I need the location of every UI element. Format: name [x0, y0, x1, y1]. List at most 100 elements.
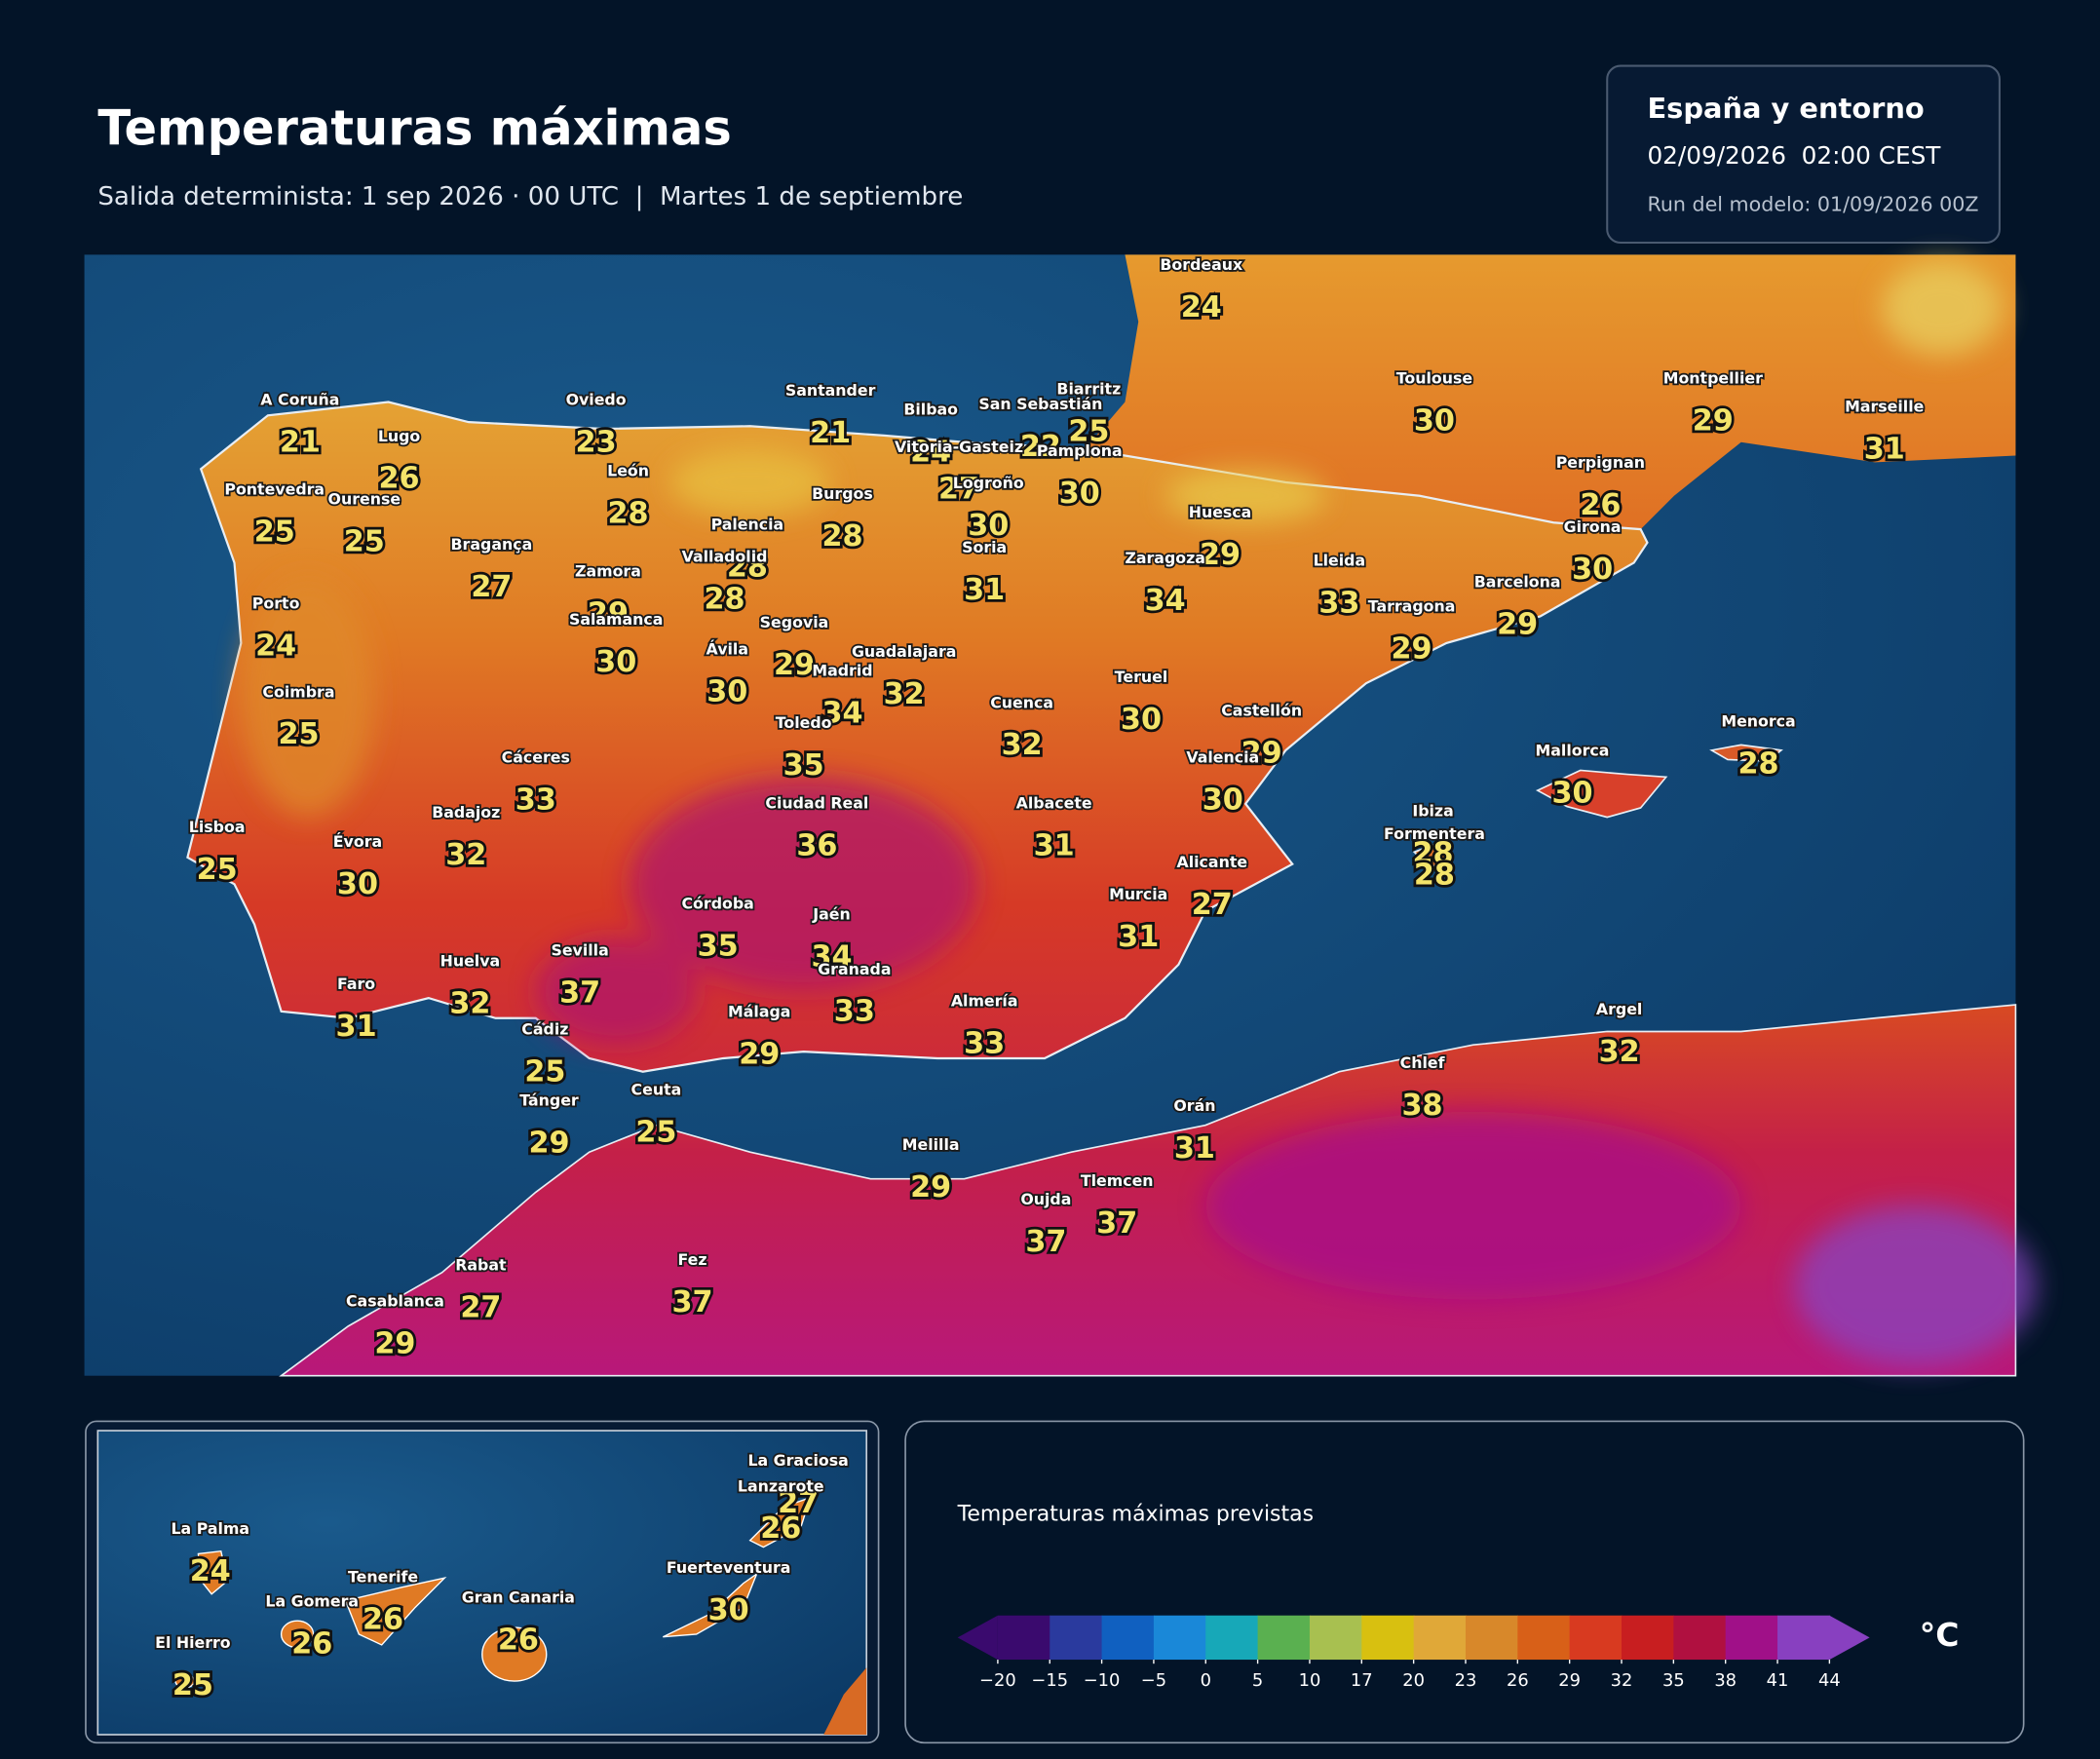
colorbar-tick-label: 0: [1201, 1670, 1211, 1691]
city-value: 28: [727, 550, 768, 584]
colorbar-tick-label: 23: [1455, 1670, 1477, 1691]
city-name: Montpellier: [1663, 369, 1763, 388]
colorbar: −20 −15 −10 −5 0 5 10 17 20 23 26 29 32 35 38 41 44: [957, 1615, 1870, 1691]
city-name: Barcelona: [1474, 573, 1561, 592]
city-name: Cáceres: [502, 748, 570, 767]
city-name: Alicante: [1177, 853, 1248, 871]
city-value: 25: [1068, 415, 1109, 449]
city-name: San Sebastián: [978, 395, 1102, 413]
city-name: Albacete: [1016, 793, 1092, 812]
city-name: Lugo: [378, 427, 421, 445]
legend-box: [904, 1420, 2025, 1744]
city-value: 21: [280, 426, 321, 460]
city-name: Valencia: [1186, 748, 1259, 767]
city-name: León: [607, 462, 649, 480]
ibiza: [1412, 843, 1451, 869]
iberia: [186, 401, 1649, 1073]
city-name: Tenerife: [348, 1568, 418, 1587]
city-name: Faro: [337, 975, 375, 993]
colorbar-segment: [1101, 1615, 1155, 1661]
city-name: Segovia: [760, 613, 829, 631]
colorbar-segment: [997, 1615, 1050, 1661]
city-value: 37: [1025, 1225, 1066, 1259]
city-value: 22: [1020, 430, 1061, 464]
city-value: 21: [810, 416, 851, 450]
subtitle: Salida determinista: 1 sep 2026 · 00 UTC…: [97, 182, 963, 211]
city-value: 31: [964, 573, 1005, 607]
city-name: Santander: [785, 381, 876, 400]
city-name: Granada: [818, 960, 891, 978]
city-value: 30: [1414, 404, 1455, 439]
colorbar-tick-label: 44: [1818, 1670, 1841, 1691]
inset-sea: [96, 1430, 868, 1736]
city-value: 35: [783, 748, 824, 783]
city-name: Bilbao: [903, 400, 958, 418]
city-value: 29: [528, 1126, 569, 1160]
city-name: Ávila: [706, 639, 748, 658]
city-name: Gran Canaria: [462, 1587, 575, 1606]
colorbar-tick-label: 5: [1252, 1670, 1263, 1691]
colorbar-extend-low: [957, 1615, 998, 1661]
city-name: Lleida: [1314, 552, 1366, 570]
city-name: Oujda: [1020, 1190, 1071, 1208]
city-name: Bragança: [451, 535, 533, 554]
city-name: Formentera: [1384, 824, 1485, 843]
city-name: Coimbra: [262, 682, 334, 701]
city-value: 28: [1413, 837, 1454, 871]
city-name: Mallorca: [1536, 742, 1610, 760]
city-value: 25: [344, 524, 385, 558]
city-value: 26: [291, 1626, 332, 1661]
city-name: Almería: [951, 992, 1018, 1011]
city-value: 31: [1118, 920, 1159, 954]
colorbar-segment: [1309, 1615, 1362, 1661]
city-value: 30: [1572, 553, 1613, 587]
city-name: Huelva: [440, 952, 501, 971]
city-name: Guadalajara: [852, 642, 956, 661]
city-value: 25: [197, 853, 238, 887]
city-value: 29: [1497, 608, 1538, 642]
city-value: 27: [938, 473, 979, 507]
city-name: Perpignan: [1556, 453, 1645, 472]
city-name: Soria: [962, 538, 1007, 556]
colorbar-segment: [1361, 1615, 1415, 1661]
menorca: [1709, 744, 1783, 762]
city-name: Marseille: [1845, 398, 1924, 416]
city-value: 25: [172, 1668, 213, 1702]
city-value: 30: [706, 674, 747, 708]
city-value: 25: [254, 516, 295, 550]
city-value: 34: [811, 939, 852, 974]
city-value: 31: [1174, 1131, 1215, 1166]
city-name: Chlef: [1400, 1053, 1446, 1072]
colorbar-tick-label: 29: [1558, 1670, 1581, 1691]
city-name: Cádiz: [521, 1020, 568, 1039]
city-value: 32: [1002, 728, 1043, 762]
heat-blobs: [241, 261, 2037, 1367]
colorbar-tick-label: 26: [1507, 1670, 1529, 1691]
city-name: Biarritz: [1056, 380, 1121, 399]
city-value: 23: [576, 426, 617, 460]
colorbar-tick-label: 35: [1662, 1670, 1685, 1691]
city-value: 25: [278, 717, 319, 751]
city-name: Ciudad Real: [765, 793, 868, 812]
city-value: 32: [449, 987, 490, 1021]
city-name: Valladolid: [682, 547, 768, 565]
city-value: 30: [1121, 703, 1162, 737]
city-name: Toulouse: [1396, 369, 1472, 388]
city-name: Ourense: [328, 489, 401, 508]
city-name: Salamanca: [569, 610, 664, 629]
city-value: 25: [524, 1055, 565, 1090]
city-name: A Coruña: [260, 391, 339, 409]
colorbar-segment: [1673, 1615, 1727, 1661]
city-value: 28: [704, 582, 745, 616]
city-name: Badajoz: [432, 803, 500, 822]
city-name: Ibiza: [1412, 802, 1453, 821]
city-value: 37: [559, 976, 600, 1011]
city-name: El Hierro: [155, 1633, 231, 1652]
city-value: 28: [608, 496, 649, 530]
city-value: 30: [968, 509, 1009, 543]
city-value: 38: [1402, 1089, 1443, 1123]
city-value: 27: [1192, 888, 1233, 922]
colorbar-tick-label: −5: [1141, 1670, 1166, 1691]
city-value: 37: [1096, 1206, 1137, 1241]
